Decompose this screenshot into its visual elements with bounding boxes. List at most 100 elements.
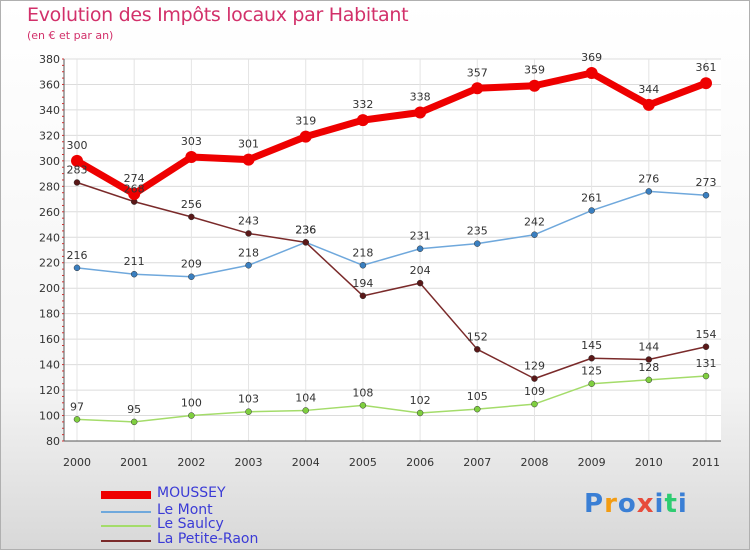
- data-label: 102: [410, 394, 431, 407]
- data-point: [71, 154, 83, 167]
- y-minor-tick: [62, 376, 64, 378]
- y-minor-tick: [62, 440, 64, 442]
- data-point: [585, 67, 598, 80]
- y-minor-tick: [62, 395, 64, 397]
- y-minor-tick: [62, 198, 64, 200]
- y-tick-label: 120: [39, 384, 60, 397]
- data-label: 235: [467, 225, 488, 238]
- y-minor-tick: [62, 351, 64, 353]
- data-point: [188, 213, 195, 221]
- data-point: [588, 207, 595, 214]
- y-minor-tick: [62, 434, 64, 436]
- series-line-la-petite-raon: [76, 181, 707, 380]
- y-minor-tick: [62, 160, 64, 162]
- x-tick-label: 2000: [63, 456, 91, 469]
- y-minor-tick: [62, 128, 64, 130]
- data-label: 236: [295, 223, 316, 236]
- y-minor-tick: [62, 224, 64, 226]
- data-point: [702, 372, 710, 380]
- y-minor-tick: [62, 421, 64, 423]
- y-minor-tick: [62, 122, 64, 124]
- data-label: 211: [124, 255, 145, 268]
- data-point: [302, 407, 309, 414]
- data-point: [130, 418, 138, 426]
- data-point: [416, 279, 424, 287]
- y-minor-tick: [62, 173, 64, 175]
- y-tick-label: 280: [39, 180, 60, 193]
- y-minor-tick: [62, 332, 64, 334]
- data-label: 194: [352, 277, 373, 290]
- data-label: 104: [295, 391, 316, 404]
- y-minor-tick: [62, 370, 64, 372]
- data-label: 128: [638, 361, 659, 374]
- data-label: 256: [181, 198, 202, 211]
- legend-label: MOUSSEY: [157, 485, 226, 501]
- y-tick-label: 320: [39, 129, 60, 142]
- data-label: 369: [581, 51, 602, 64]
- data-label: 243: [238, 214, 259, 227]
- data-point: [474, 240, 481, 247]
- data-point: [73, 264, 81, 272]
- legend-label: La Petite-Raon: [157, 531, 259, 547]
- y-minor-tick: [62, 313, 64, 315]
- y-minor-tick: [62, 77, 64, 79]
- data-label: 300: [67, 139, 88, 152]
- data-label: 332: [352, 98, 373, 111]
- data-point: [359, 402, 367, 409]
- data-label: 276: [638, 172, 659, 185]
- logo-letter: o: [617, 489, 637, 519]
- data-label: 273: [696, 176, 717, 189]
- data-label: 97: [70, 400, 84, 413]
- data-label: 361: [696, 61, 717, 74]
- y-minor-tick: [62, 64, 64, 66]
- y-tick-label: 340: [39, 104, 60, 117]
- legend-label: Le Saulcy: [157, 516, 224, 532]
- y-tick-label: 140: [39, 359, 60, 372]
- data-point: [531, 231, 538, 238]
- y-minor-tick: [62, 274, 64, 276]
- x-tick-label: 2010: [635, 456, 663, 469]
- y-minor-tick: [62, 364, 64, 366]
- y-minor-tick: [62, 243, 64, 245]
- y-minor-tick: [62, 179, 64, 181]
- y-minor-tick: [62, 154, 64, 155]
- y-minor-tick: [62, 325, 64, 327]
- logo-letter: x: [636, 489, 655, 519]
- y-tick-label: 200: [39, 282, 60, 295]
- y-minor-tick: [62, 192, 64, 194]
- data-label: 283: [67, 164, 88, 177]
- data-label: 145: [581, 339, 602, 352]
- y-minor-tick: [62, 58, 64, 60]
- data-label: 209: [181, 258, 202, 271]
- y-minor-tick: [62, 306, 64, 308]
- series-line-moussey: [75, 69, 708, 198]
- data-label: 319: [295, 115, 316, 128]
- data-label: 218: [352, 246, 373, 259]
- data-point: [356, 114, 369, 127]
- y-tick-label: 80: [46, 435, 60, 448]
- y-minor-tick: [62, 427, 64, 429]
- data-point: [416, 409, 424, 417]
- data-label: 95: [127, 403, 141, 416]
- legend-swatch: [101, 511, 151, 513]
- y-minor-tick: [62, 338, 64, 340]
- data-point: [128, 187, 141, 200]
- data-label: 357: [467, 66, 488, 79]
- data-label: 131: [696, 357, 717, 370]
- data-point: [474, 405, 481, 413]
- y-minor-tick: [62, 141, 64, 143]
- data-point: [245, 230, 252, 237]
- data-label: 218: [238, 246, 259, 259]
- data-point: [302, 239, 309, 246]
- x-tick-label: 2003: [235, 456, 263, 469]
- y-minor-tick: [62, 383, 64, 385]
- y-minor-tick: [62, 166, 64, 168]
- y-tick-label: 260: [39, 206, 60, 219]
- y-minor-tick: [62, 408, 64, 410]
- chart-title: Evolution des Impôts locaux par Habitant: [27, 4, 409, 26]
- x-tick-label: 2001: [120, 456, 148, 469]
- x-tick-label: 2004: [292, 456, 320, 469]
- x-tick-label: 2008: [520, 456, 548, 469]
- y-minor-tick: [62, 236, 64, 238]
- data-point: [245, 408, 252, 415]
